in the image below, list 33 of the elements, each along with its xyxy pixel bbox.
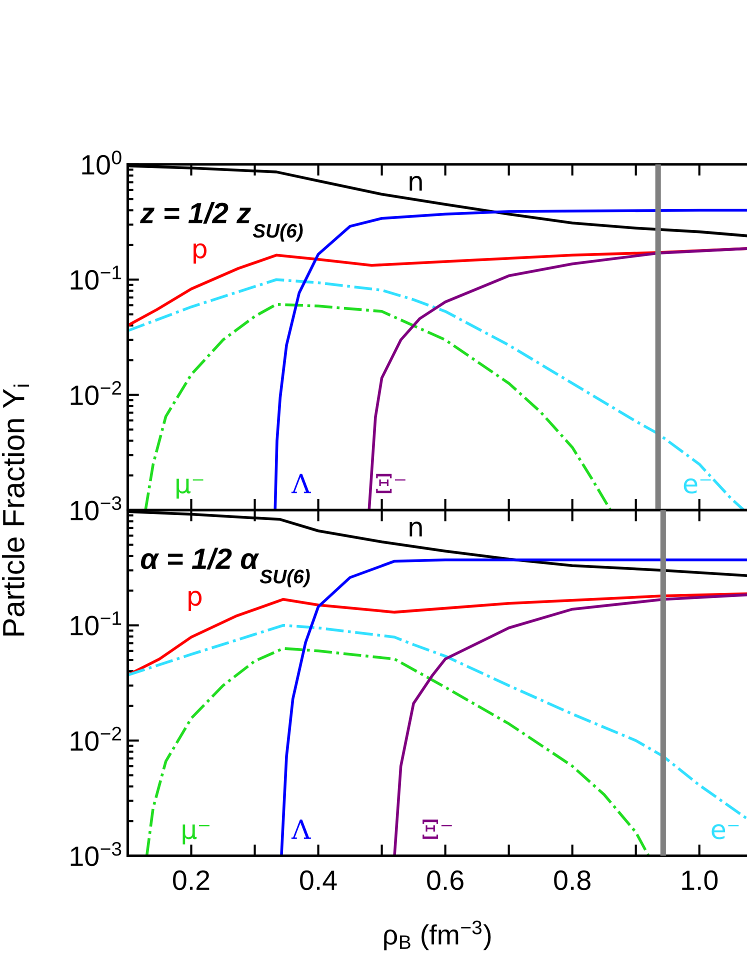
y-tick-label: 10$^{−1}$ (70, 612, 122, 636)
line-series (393, 593, 747, 856)
y-tick-label: 10$^{−3}$ (70, 842, 122, 866)
series-label: n (410, 522, 422, 536)
y-tick-label: 10$^{−2}$ (70, 726, 122, 751)
series-label: Ξ⁻ (422, 820, 452, 839)
series-label: p (188, 590, 202, 612)
y-tick-label: 10$^{−3}$ (70, 496, 122, 520)
x-tick-label: 0.4 (300, 870, 337, 890)
x-tick-label: 0.6 (427, 870, 464, 890)
y-tick-label: 10$^{−2}$ (70, 381, 122, 406)
x-tick-label: 1.0 (682, 870, 718, 890)
series-label: Λ (291, 820, 311, 839)
series-label: p (194, 243, 207, 264)
series-label: Λ (291, 474, 311, 494)
line-series (368, 247, 747, 510)
y-axis-title: Particle Fraction Y$_{i}$ (2, 384, 30, 636)
series-label: Ξ⁻ (376, 474, 406, 494)
x-axis-title: ρ$_{B}$ (fm$^{−3}$) (384, 920, 491, 950)
y-tick-label: 10$^{0}$ (82, 150, 122, 175)
series-label: μ⁻ (182, 824, 210, 844)
annotation: α = 1/2 αSU(6) (140, 548, 310, 588)
annotation: z = 1/2 zSU(6) (140, 202, 303, 242)
x-tick-label: 0.8 (554, 870, 590, 890)
series-label: e⁻ (684, 478, 711, 494)
line-series (145, 647, 650, 856)
series-label: μ⁻ (176, 478, 204, 499)
x-tick-label: 0.2 (173, 870, 210, 890)
y-tick-label: 10$^{−1}$ (70, 266, 122, 290)
line-series (144, 302, 612, 510)
legend-label: n (410, 176, 422, 191)
line-series (128, 624, 747, 820)
series-label: e⁻ (712, 824, 739, 840)
